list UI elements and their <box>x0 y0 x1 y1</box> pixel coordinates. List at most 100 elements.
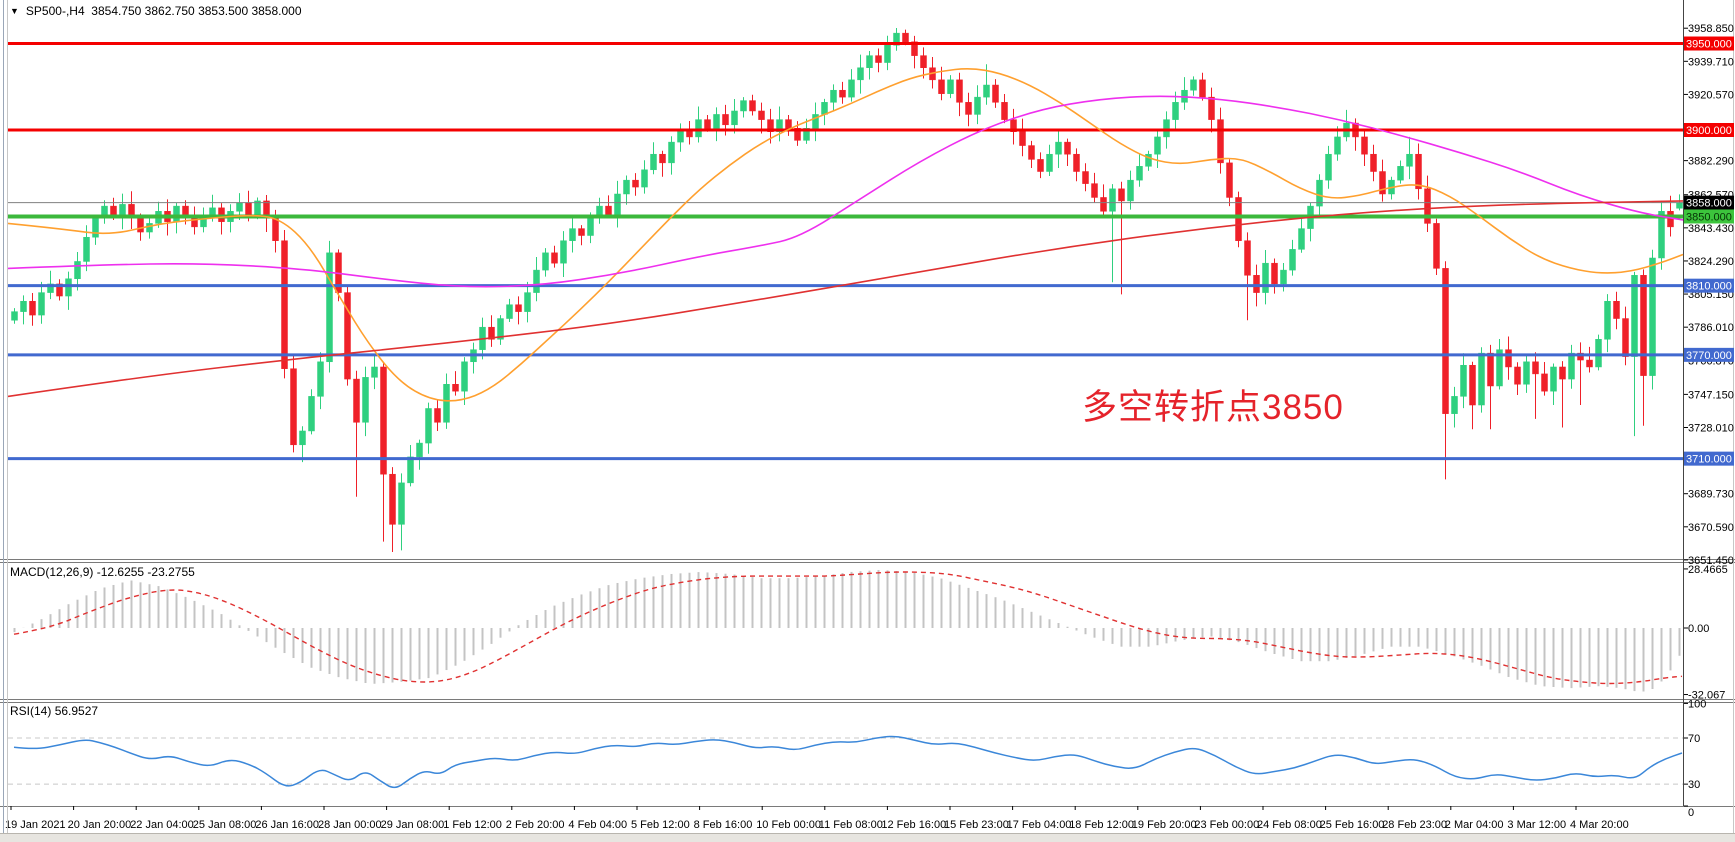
macd-label: MACD(12,26,9) -12.6255 -23.2755 <box>10 565 195 579</box>
candle <box>308 389 315 435</box>
candle-body <box>1460 364 1467 397</box>
candle-body <box>1442 268 1449 414</box>
price-badge-3850: 3850.000 <box>1684 209 1734 224</box>
price-badge-3770: 3770.000 <box>1684 347 1734 362</box>
time-axis-label: 11 Feb 08:00 <box>819 819 883 831</box>
candle <box>146 216 153 239</box>
candle-body <box>497 318 504 340</box>
candle-body <box>182 205 189 216</box>
candle-body <box>272 217 279 241</box>
candle-body <box>1316 179 1323 207</box>
candle <box>1550 363 1557 406</box>
candle <box>1442 261 1449 480</box>
candle-body <box>281 240 288 369</box>
candle <box>65 271 72 310</box>
candle <box>1451 386 1458 428</box>
candle <box>740 97 747 118</box>
candle-body <box>1010 119 1017 132</box>
price-badge-bg <box>1684 209 1734 224</box>
candle <box>785 114 792 136</box>
candle-body <box>1505 349 1512 368</box>
candle-body <box>1028 145 1035 160</box>
time-axis-label: 18 Feb 12:00 <box>1069 819 1134 831</box>
candle <box>326 240 333 373</box>
candle-body <box>1370 153 1377 172</box>
candle <box>74 251 81 291</box>
candle-body <box>677 131 684 143</box>
candle <box>875 48 882 73</box>
candle <box>713 107 720 142</box>
candle-body <box>659 153 666 164</box>
price-axis-label: 3651.450 <box>1688 555 1734 567</box>
candle-body <box>1208 96 1215 120</box>
candle <box>299 426 306 463</box>
candle-body <box>1397 166 1404 181</box>
candle <box>1145 150 1152 171</box>
time-axis-label: 29 Jan 08:00 <box>381 819 445 831</box>
candle-body <box>713 114 720 129</box>
candle <box>1622 306 1629 366</box>
candle <box>1514 362 1521 395</box>
ma-slow-red-line <box>7 200 1684 398</box>
candle <box>1217 107 1224 174</box>
candle-body <box>839 89 846 98</box>
rsi-axis-label: 30 <box>1688 779 1700 791</box>
candle-body <box>1676 202 1683 209</box>
candle <box>488 315 495 347</box>
candle <box>1334 126 1341 161</box>
candle <box>542 248 549 277</box>
candle-body <box>1118 188 1125 202</box>
price-badge-bg <box>1684 347 1734 362</box>
text-annotation[interactable]: 多空转折点3850 <box>1082 388 1344 427</box>
price-badge-label: 3950.000 <box>1686 39 1732 51</box>
candle <box>1118 181 1125 295</box>
candle <box>1586 346 1593 373</box>
candle <box>1460 353 1467 409</box>
candle-body <box>1172 102 1179 120</box>
candle-body <box>902 32 909 43</box>
candle <box>515 296 522 325</box>
rsi-name: RSI(14) <box>10 704 52 718</box>
symbol-dropdown-icon[interactable]: ▼ <box>10 6 19 16</box>
candle-body <box>1145 153 1152 167</box>
candle <box>812 102 819 142</box>
candle <box>1532 352 1539 419</box>
candle <box>1325 145 1332 189</box>
candle-body <box>317 361 324 397</box>
chart-left-border <box>7 0 8 841</box>
candle <box>380 362 387 542</box>
candle-body <box>1127 179 1134 202</box>
candle-body <box>641 169 648 188</box>
candle-body <box>848 79 855 98</box>
level-lines-layer <box>8 42 1683 461</box>
candle <box>596 197 603 224</box>
candle <box>1487 344 1494 430</box>
candle <box>398 473 405 551</box>
candle <box>857 54 864 94</box>
candle <box>551 245 558 268</box>
ma-fast-orange-line <box>7 67 1684 402</box>
candle <box>200 207 207 233</box>
candle-body <box>614 193 621 216</box>
candle-body <box>1667 211 1674 228</box>
time-axis-label: 2 Feb 20:00 <box>506 819 565 831</box>
candle <box>29 292 36 326</box>
candle-body <box>1568 352 1575 380</box>
candle-body <box>569 228 576 241</box>
price-badge-3858: 3858.000 <box>1684 195 1734 210</box>
candle-body <box>1280 269 1287 285</box>
candle <box>1280 263 1287 292</box>
candle <box>1613 291 1620 330</box>
candle-body <box>938 79 945 94</box>
macd-histogram <box>13 570 1681 692</box>
candle-body <box>65 278 72 297</box>
rsi-line <box>13 735 1683 789</box>
candle <box>1298 216 1305 253</box>
candle <box>1073 148 1080 182</box>
time-axis-label: 2 Mar 04:00 <box>1445 819 1504 831</box>
candle <box>119 193 126 230</box>
candle-body <box>1037 159 1044 172</box>
candle <box>1001 94 1008 124</box>
